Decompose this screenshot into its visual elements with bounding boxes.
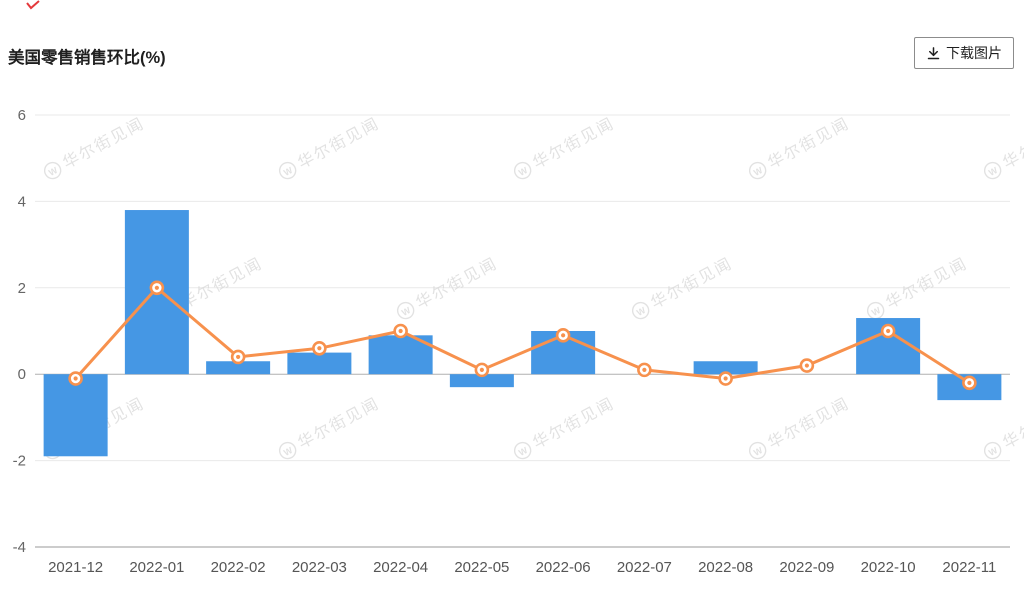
x-axis-label: 2022-02 bbox=[211, 559, 266, 576]
y-axis-tick-label: 4 bbox=[18, 193, 26, 210]
red-tick-mark bbox=[26, 0, 40, 10]
line-marker-2022-07[interactable] bbox=[637, 362, 652, 378]
svg-text:华尔街见闻: 华尔街见闻 bbox=[883, 254, 971, 312]
x-axis-label: 2022-06 bbox=[536, 559, 591, 576]
svg-text:华尔街见闻: 华尔街见闻 bbox=[765, 114, 853, 172]
svg-text:华尔街见闻: 华尔街见闻 bbox=[530, 114, 618, 172]
svg-text:华尔街见闻: 华尔街见闻 bbox=[60, 114, 148, 172]
line-marker-2022-11[interactable] bbox=[962, 375, 977, 391]
page-title: 美国零售销售环比(%) bbox=[8, 49, 166, 67]
line-marker-2022-04[interactable] bbox=[393, 323, 408, 339]
svg-text:华尔街见闻: 华尔街见闻 bbox=[765, 394, 853, 452]
x-axis-label: 2022-11 bbox=[942, 559, 996, 576]
download-icon bbox=[927, 46, 940, 59]
x-axis-label: 2022-01 bbox=[129, 559, 184, 576]
svg-text:华尔街见闻: 华尔街见闻 bbox=[295, 114, 383, 172]
svg-text:华尔街见闻: 华尔街见闻 bbox=[1000, 394, 1024, 452]
bar-2022-05[interactable] bbox=[449, 374, 514, 388]
svg-text:华尔街见闻: 华尔街见闻 bbox=[530, 394, 618, 452]
line-marker-2022-02[interactable] bbox=[230, 349, 246, 365]
line-marker-2022-08[interactable] bbox=[718, 371, 733, 386]
y-axis-tick-label: -4 bbox=[13, 539, 26, 556]
bar-2022-03[interactable] bbox=[287, 352, 352, 375]
x-axis-label: 2022-04 bbox=[373, 559, 428, 576]
line-marker-2021-12[interactable] bbox=[68, 371, 83, 386]
line-marker-2022-10[interactable] bbox=[880, 323, 896, 339]
bar-2021-12[interactable] bbox=[43, 374, 108, 457]
x-axis-label: 2021-12 bbox=[48, 559, 103, 576]
svg-text:华尔街见闻: 华尔街见闻 bbox=[295, 394, 383, 452]
x-axis-label: 2022-05 bbox=[454, 559, 509, 576]
download-button-label: 下载图片 bbox=[946, 45, 1002, 61]
y-axis-tick-label: 6 bbox=[18, 107, 26, 124]
line-marker-2022-01[interactable] bbox=[149, 280, 165, 296]
y-axis-tick-label: 0 bbox=[18, 366, 26, 383]
y-axis-tick-label: 2 bbox=[18, 280, 26, 297]
svg-text:华尔街见闻: 华尔街见闻 bbox=[648, 254, 736, 312]
line-marker-2022-05[interactable] bbox=[474, 362, 490, 378]
line-marker-2022-03[interactable] bbox=[312, 340, 327, 356]
x-axis-label: 2022-03 bbox=[292, 559, 347, 576]
svg-text:华尔街见闻: 华尔街见闻 bbox=[413, 254, 501, 312]
bar-2022-08[interactable] bbox=[693, 361, 758, 375]
line-marker-2022-09[interactable] bbox=[799, 358, 815, 373]
bar-2022-02[interactable] bbox=[206, 361, 271, 375]
svg-text:华尔街见闻: 华尔街见闻 bbox=[178, 254, 266, 312]
svg-text:华尔街见闻: 华尔街见闻 bbox=[1000, 114, 1024, 172]
x-axis-label: 2022-10 bbox=[861, 559, 916, 576]
download-image-button[interactable]: 下载图片 bbox=[914, 37, 1014, 69]
y-axis-tick-label: -2 bbox=[13, 453, 26, 470]
line-marker-2022-06[interactable] bbox=[555, 328, 571, 343]
x-axis-label: 2022-09 bbox=[779, 559, 834, 576]
x-axis-label: 2022-07 bbox=[617, 559, 672, 576]
line-series bbox=[74, 286, 971, 385]
x-axis-label: 2022-08 bbox=[698, 559, 753, 576]
